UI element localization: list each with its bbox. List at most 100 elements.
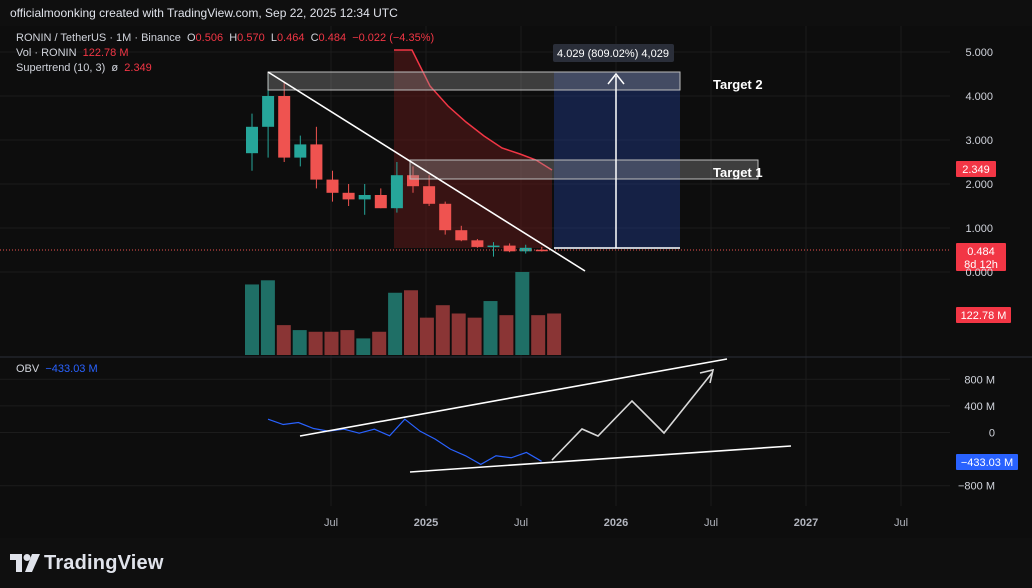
candle-body [342, 192, 355, 200]
chart-area[interactable]: Target 2 Target 1 4.029 (809.02%) 4,029 2.3… [0, 26, 1032, 538]
candle-body [503, 245, 516, 252]
volume-bar [292, 330, 307, 355]
volume-bar [372, 331, 387, 355]
obv-lower-trendline [409, 445, 792, 473]
target1-box [409, 159, 759, 180]
x-tick-label: Jul [704, 517, 718, 529]
price-badge-text: 0.484 [967, 246, 995, 258]
price-tick-label: 2.000 [965, 179, 993, 191]
candle-body [455, 230, 468, 241]
volume-bar [515, 272, 530, 355]
legend-close: 0.484 [318, 32, 347, 44]
bottom-brand-bar: TradingView [0, 538, 1032, 588]
price-pane [246, 49, 553, 257]
downtrend-line [267, 71, 586, 272]
target1-label: Target 1 [713, 165, 763, 180]
legend-obv-label: OBV [16, 363, 40, 375]
volume-bar [467, 317, 482, 355]
measure-label: 4.029 (809.02%) 4,029 [557, 48, 669, 60]
legend-c-label: C [310, 32, 319, 44]
volume-bar [547, 313, 562, 355]
legend-obv: OBV −433.03 M [16, 363, 98, 375]
legend-h-label: H [229, 32, 238, 44]
candle-body [278, 96, 291, 158]
grid [0, 26, 1032, 506]
obv-tick-label: 400 M [964, 401, 995, 413]
volume-bar [356, 338, 371, 355]
legend-l-label: L [270, 32, 277, 44]
volume-badge-text: 122.78 M [961, 310, 1007, 322]
target2-label: Target 2 [713, 77, 763, 92]
volume-bar [483, 301, 498, 355]
volume-bar [451, 313, 466, 355]
top-attribution-bar: officialmoonking created with TradingVie… [0, 0, 1032, 26]
obv-pane [267, 418, 542, 466]
candle-body [487, 245, 500, 248]
supertrend-badge-bg [956, 161, 996, 177]
candle-body [310, 144, 323, 180]
volume-bar [340, 330, 355, 355]
x-tick-label: Jul [894, 517, 908, 529]
volume-bar [388, 292, 403, 355]
volume-bar [276, 325, 291, 355]
candle-body [358, 195, 371, 200]
candle-body [262, 96, 275, 127]
candle-body [439, 203, 452, 231]
legend-o-label: O [186, 32, 196, 44]
legend-open: 0.506 [195, 32, 224, 44]
candle-body [407, 175, 419, 187]
price-tick-label: 5.000 [965, 47, 993, 59]
volume-pane [245, 272, 562, 355]
supertrend-line [394, 49, 553, 171]
measure-arrow-head [607, 72, 625, 85]
volume-bar [260, 280, 275, 355]
legend-st-symbol: ø [111, 62, 119, 74]
candle-body [471, 240, 484, 247]
legend-obv-value: −433.03 M [45, 363, 98, 375]
chart-svg[interactable]: Target 2 Target 1 4.029 (809.02%) 4,029 2.3… [0, 26, 1032, 538]
axis-labels: 5.000 4.000 3.000 2.000 1.000 0.000 800 M 400 M… [958, 47, 995, 493]
annotations: Target 2 Target 1 4.029 (809.02%) 4,029 2.3… [0, 44, 1018, 473]
legend-st-value: 2.349 [124, 62, 152, 74]
obv-tick-label: 800 M [964, 374, 995, 386]
volume-badge-bg [956, 307, 1011, 323]
obv-tick-label: −800 M [958, 481, 995, 493]
target2-box [267, 71, 681, 91]
obv-badge-bg [956, 454, 1018, 470]
attribution-text: officialmoonking created with TradingVie… [10, 6, 398, 20]
x-tick-label: 2027 [794, 517, 818, 529]
x-tick-label: 2025 [414, 517, 438, 529]
obv-projection-path [551, 372, 713, 461]
volume-bar [404, 290, 418, 355]
obv-tick-label: 0 [989, 428, 995, 440]
legend-symbol: RONIN / TetherUS · 1M · Binance [16, 32, 181, 44]
candle-body [423, 186, 436, 204]
legend-high: 0.570 [237, 32, 265, 44]
price-tick-label: 3.000 [965, 135, 993, 147]
volume-bar [419, 317, 434, 355]
legend-ohlc: RONIN / TetherUS · 1M · Binance O0.506 H… [16, 32, 434, 44]
volume-bar [435, 305, 450, 355]
x-tick-label: 2026 [604, 517, 628, 529]
volume-bar [499, 315, 514, 355]
legend-volume: Vol · RONIN 122.78 M [16, 47, 129, 59]
tradingview-logo-icon [10, 554, 40, 572]
x-tick-label: Jul [514, 517, 528, 529]
volume-bar [245, 284, 259, 355]
obv-upper-trendline [299, 358, 728, 437]
legend-low: 0.464 [276, 32, 305, 44]
candle-body [535, 249, 548, 252]
measure-label-bg [553, 44, 674, 62]
price-badge-text: 8d 12h [964, 259, 998, 271]
legend-change: −0.022 (−4.35%) [352, 32, 435, 44]
obv-line [267, 418, 542, 466]
obv-projection-arrowhead [699, 368, 715, 384]
candle-body [390, 175, 403, 209]
price-tick-label: 0.000 [965, 267, 993, 279]
price-tick-label: 1.000 [965, 223, 993, 235]
candle-body [246, 126, 258, 154]
volume-bar [531, 315, 546, 355]
obv-badge-text: −433.03 M [961, 457, 1013, 469]
price-badge-bg [956, 243, 1006, 271]
legend-vol-label: Vol · RONIN [16, 47, 77, 59]
